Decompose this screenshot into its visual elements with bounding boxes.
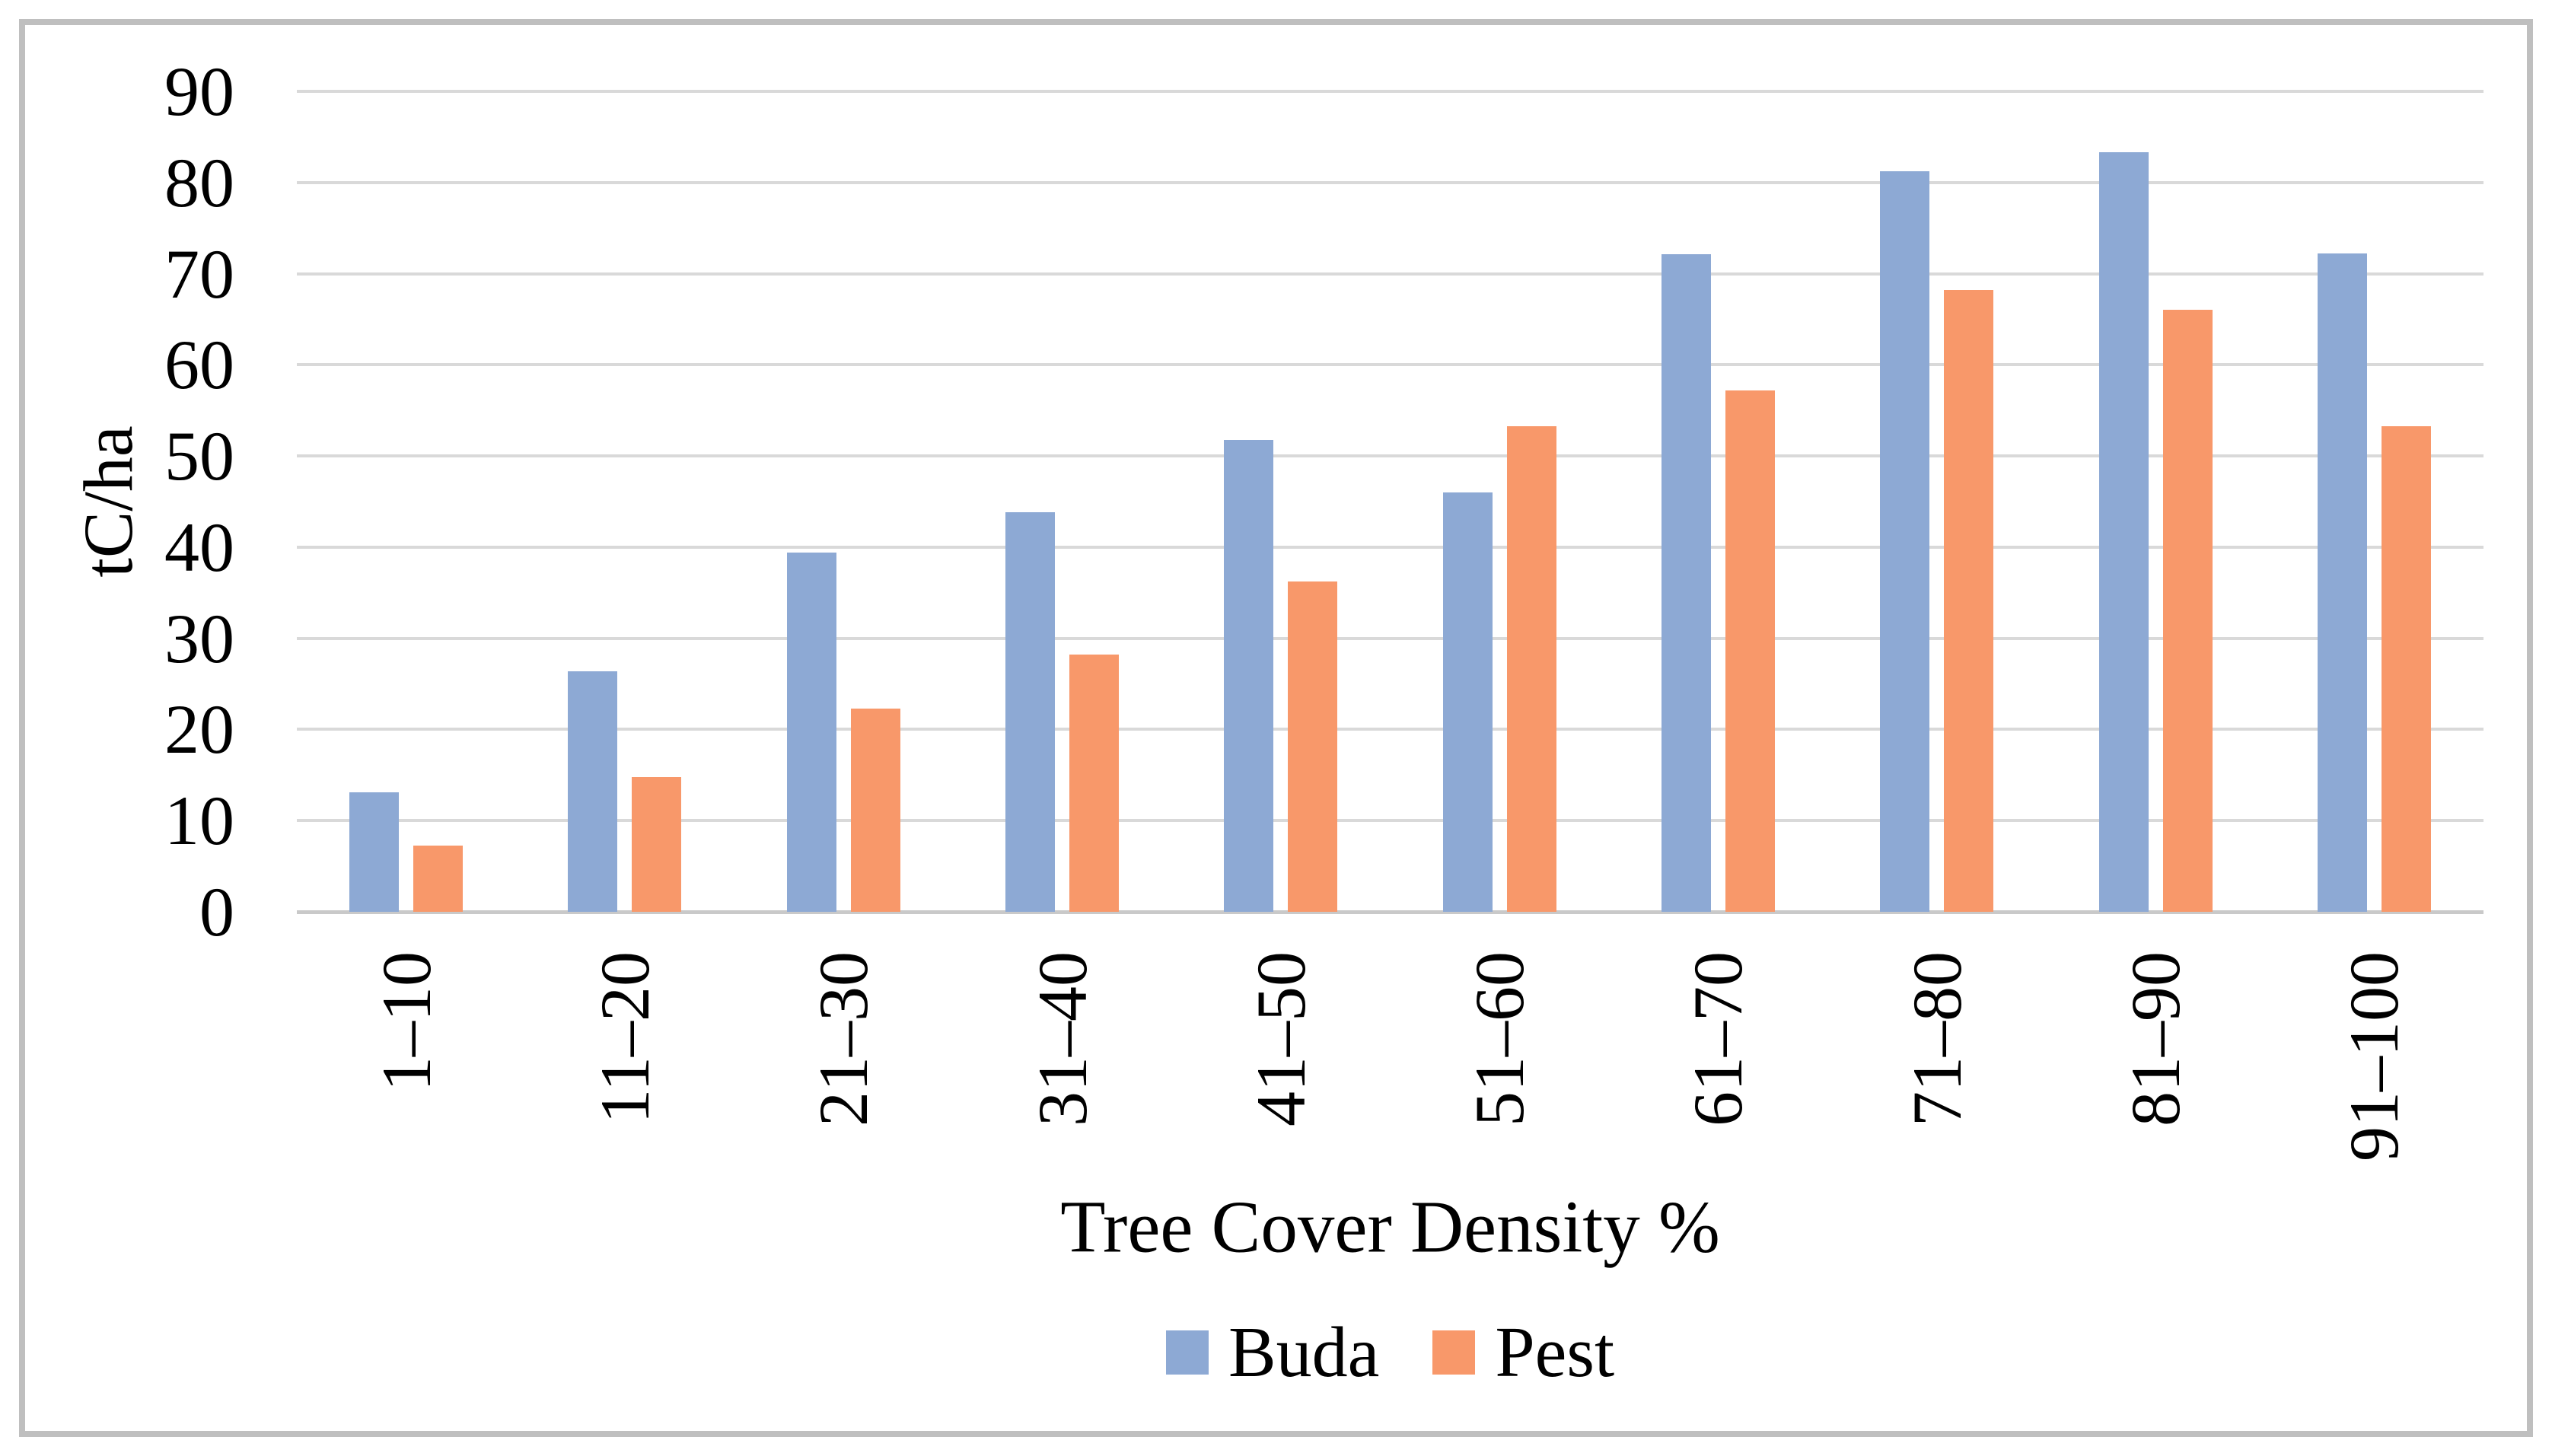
gridline-80: [297, 180, 2484, 184]
x-tick-label-81–90: 81–90: [2117, 951, 2195, 1126]
bar-pest-51–60: [1506, 425, 1556, 912]
bar-buda-31–40: [1005, 512, 1056, 912]
y-tick-label-0: 0: [199, 873, 234, 951]
x-tick-label-31–40: 31–40: [1023, 951, 1101, 1126]
bar-pest-71–80: [1944, 290, 1994, 912]
x-tick-label-51–60: 51–60: [1461, 951, 1539, 1126]
gridline-0: [297, 910, 2484, 914]
gridline-20: [297, 728, 2484, 731]
x-tick-label-91–100: 91–100: [2335, 951, 2413, 1161]
bar-pest-61–70: [1725, 390, 1775, 912]
y-tick-label-90: 90: [164, 53, 234, 130]
gridline-30: [297, 636, 2484, 640]
bar-pest-1–10: [413, 845, 464, 912]
bar-buda-41–50: [1224, 439, 1274, 912]
gridline-10: [297, 819, 2484, 823]
bar-pest-21–30: [850, 708, 900, 912]
x-tick-label-41–50: 41–50: [1241, 951, 1320, 1126]
bar-pest-31–40: [1069, 655, 1120, 912]
y-tick-label-30: 30: [164, 599, 234, 677]
x-tick-label-1–10: 1–10: [367, 951, 445, 1091]
y-tick-label-80: 80: [164, 143, 234, 221]
bar-buda-81–90: [2098, 152, 2149, 912]
gridline-70: [297, 272, 2484, 276]
legend-label-pest: Pest: [1495, 1313, 1615, 1392]
y-tick-label-20: 20: [164, 690, 234, 769]
plot-area: 90 80 70 60 50 40 30 20 10 0 1–10 11–20 21–30 31–40 41…: [164, 56, 2484, 1161]
y-tick-label-10: 10: [164, 782, 234, 860]
legend-item-buda: Buda: [1165, 1313, 1380, 1392]
figure-border: [19, 19, 2533, 1437]
gridline-60: [297, 363, 2484, 367]
y-tick-label-40: 40: [164, 508, 234, 586]
bar-buda-91–100: [2317, 253, 2367, 912]
bar-buda-61–70: [1661, 254, 1711, 912]
y-axis-title: tC/ha: [69, 425, 147, 578]
x-axis-title: Tree Cover Density %: [1060, 1186, 1720, 1268]
x-tick-label-71–80: 71–80: [1897, 951, 1976, 1126]
x-tick-label-11–20: 11–20: [585, 951, 664, 1124]
legend: Buda Pest: [297, 1317, 2484, 1388]
bar-pest-11–20: [632, 776, 682, 912]
bar-buda-51–60: [1442, 492, 1493, 912]
bar-buda-11–20: [568, 671, 618, 912]
bar-buda-21–30: [786, 553, 836, 912]
gridline-50: [297, 454, 2484, 458]
y-tick-label-50: 50: [164, 417, 234, 495]
x-tick-label-61–70: 61–70: [1679, 951, 1757, 1126]
gridline-40: [297, 545, 2484, 549]
y-tick-label-70: 70: [164, 234, 234, 313]
bar-pest-41–50: [1288, 581, 1338, 912]
y-tick-label-60: 60: [164, 326, 234, 404]
legend-item-pest: Pest: [1432, 1317, 1614, 1388]
bar-pest-91–100: [2381, 425, 2431, 912]
legend-swatch-pest: [1432, 1330, 1476, 1375]
legend-swatch-buda: [1165, 1330, 1209, 1375]
gridline-90: [297, 90, 2484, 93]
bar-pest-81–90: [2162, 310, 2213, 912]
x-tick-label-21–30: 21–30: [804, 951, 883, 1126]
bar-buda-71–80: [1880, 171, 1930, 912]
legend-label-buda: Buda: [1228, 1313, 1380, 1392]
bar-buda-1–10: [349, 792, 400, 912]
